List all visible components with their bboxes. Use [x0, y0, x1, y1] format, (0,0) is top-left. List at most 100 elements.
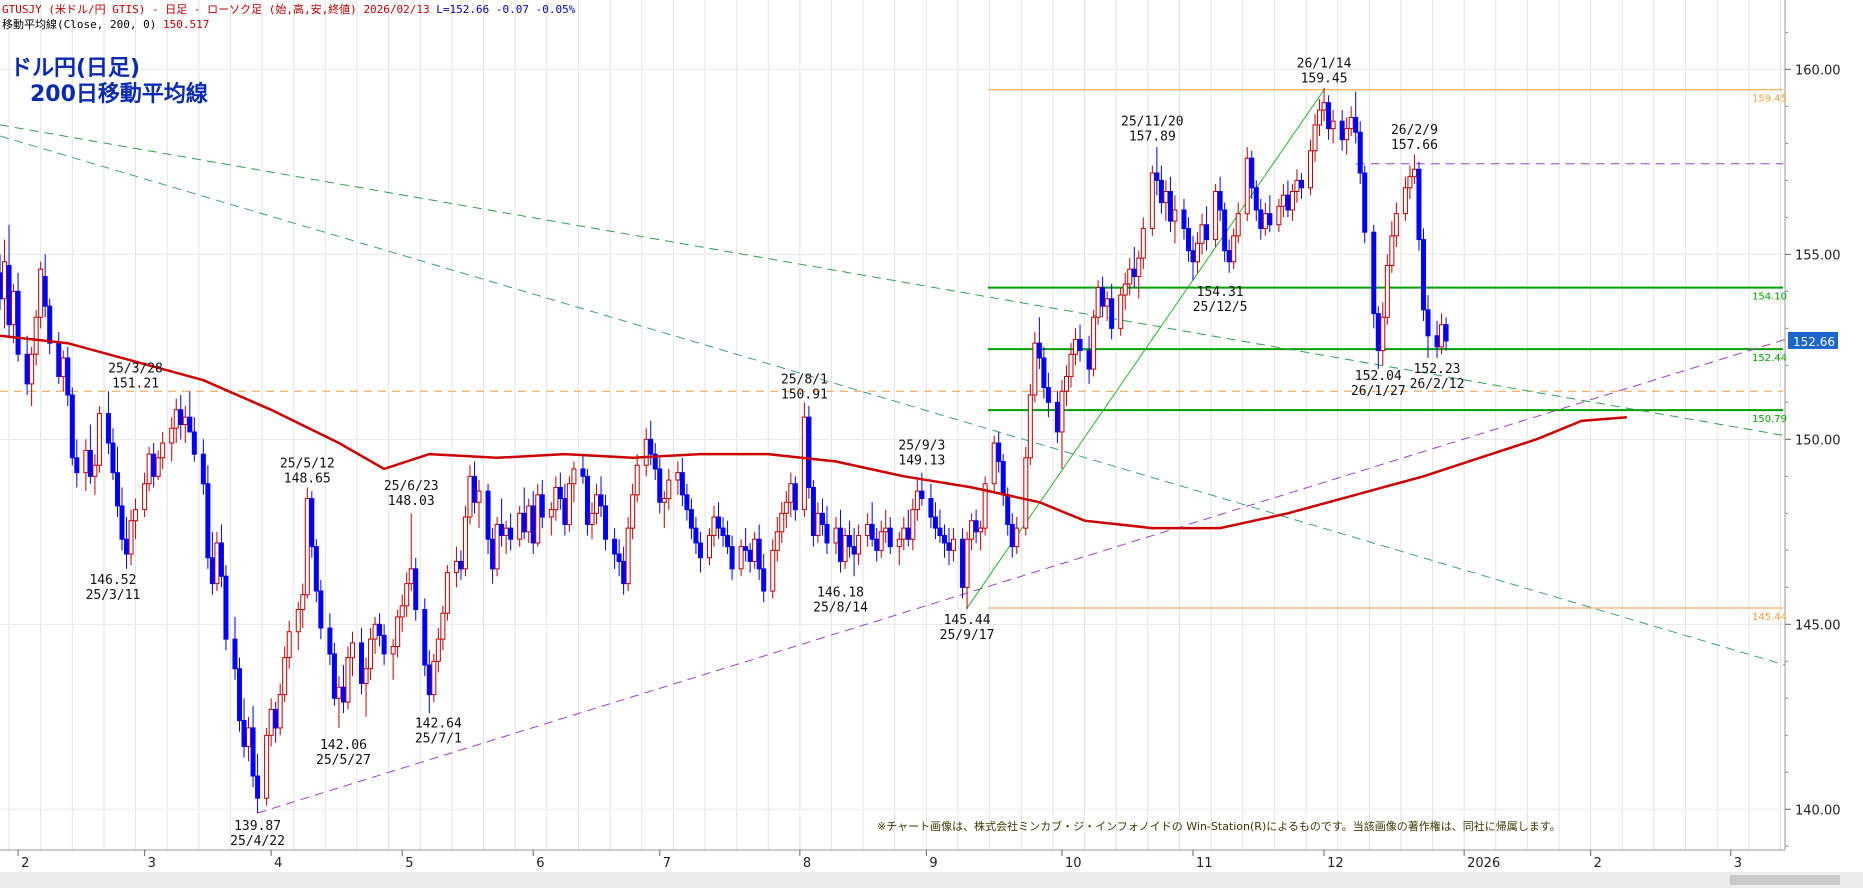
candle-body	[815, 512, 821, 537]
candle-body	[2, 261, 8, 300]
candle-body	[833, 527, 839, 544]
candle-body	[1195, 242, 1201, 263]
annotation-line2: 25/8/14	[813, 601, 868, 616]
candle-body	[264, 734, 270, 799]
candle-body	[173, 409, 179, 429]
candle-body	[223, 575, 229, 640]
ma200-layer	[0, 334, 1627, 530]
candle-body	[594, 494, 600, 514]
candle-body	[991, 442, 997, 485]
candle-body	[539, 494, 545, 518]
candle-body	[905, 527, 911, 540]
candle-body	[964, 538, 970, 588]
candle-body	[697, 542, 703, 559]
candle-body	[6, 264, 12, 326]
candle-body	[526, 505, 532, 533]
candle-body	[725, 535, 731, 548]
candle-body	[774, 531, 780, 551]
candle-body	[648, 438, 654, 455]
x-tick-label: 2	[21, 856, 29, 871]
candle-body	[630, 494, 636, 529]
candle-body	[566, 483, 572, 525]
candle-body	[29, 353, 35, 385]
candle-body	[0, 272, 3, 300]
candle-body	[214, 542, 220, 585]
candle-body	[1077, 338, 1083, 352]
level-label: 145.44	[1752, 612, 1787, 623]
candle-body	[770, 549, 776, 592]
candle-body	[38, 268, 44, 318]
candle-body	[399, 605, 405, 618]
candle-body	[74, 457, 80, 474]
annotation-line2: 25/5/27	[316, 753, 371, 768]
candle-body	[675, 472, 681, 481]
candle-body	[761, 568, 767, 592]
candle-body	[1416, 168, 1422, 241]
candle-body	[15, 290, 21, 355]
candle-body	[1009, 523, 1015, 548]
candle-body	[1411, 168, 1417, 178]
candle-body	[603, 505, 609, 540]
candle-body	[1158, 179, 1164, 204]
scrollbar-track[interactable]	[0, 872, 1863, 888]
header-quote: L=152.66 -0.07 -0.05%	[430, 3, 576, 16]
candle-body	[426, 664, 432, 696]
annotation-line1: 139.87	[234, 819, 281, 834]
candle-body	[453, 560, 459, 574]
candle-body	[657, 468, 663, 503]
candle-body	[151, 453, 157, 477]
trend-line	[0, 135, 1786, 666]
candle-body	[200, 453, 206, 485]
x-tick-label: 4	[274, 856, 282, 871]
scrollbar[interactable]	[0, 872, 1863, 888]
candle-body	[1149, 172, 1155, 229]
candle-body	[96, 412, 102, 466]
x-tick-label: 3	[1734, 856, 1742, 871]
header-ma: 移動平均線(Close, 200, 0)	[2, 17, 163, 31]
candle-body	[1014, 527, 1020, 548]
candle-body	[1317, 109, 1323, 126]
candle-body	[1280, 194, 1286, 207]
candle-body	[747, 549, 753, 562]
candle-body	[806, 416, 812, 488]
candle-body	[1249, 157, 1255, 189]
annotation-line1: 25/9/3	[898, 439, 945, 454]
scrollbar-thumb[interactable]	[1730, 875, 1840, 885]
last-price-label: 152.66	[1793, 335, 1835, 349]
candle-body	[155, 457, 161, 477]
candle-body	[1294, 179, 1300, 192]
candle-body	[819, 512, 825, 525]
candle-body	[1181, 209, 1187, 229]
candle-body	[250, 727, 256, 777]
candle-body	[982, 483, 988, 529]
candle-body	[756, 538, 762, 570]
candle-body	[584, 475, 590, 525]
candle-body	[1190, 250, 1196, 263]
annotation-line1: 152.04	[1355, 369, 1402, 384]
candle-body	[616, 553, 622, 562]
annotation-line1: 25/3/28	[108, 362, 163, 377]
annotation-line2: 148.03	[388, 494, 435, 509]
annotation-line2: 150.91	[781, 388, 828, 403]
candle-body	[246, 727, 252, 747]
last-price-box	[1788, 331, 1838, 349]
candle-body	[1086, 350, 1092, 370]
candle-body	[1393, 213, 1399, 237]
candle-body	[404, 583, 410, 607]
candle-body	[1140, 227, 1146, 259]
candle-body	[625, 527, 631, 585]
candle-body	[1407, 176, 1413, 189]
candle-body	[431, 660, 437, 696]
candle-body	[1172, 209, 1178, 222]
x-axis-ticks: 2 3 4 5 6 7 8 9 10 11 12 2026 2 3	[17, 850, 1742, 871]
annotation-line2: 157.89	[1129, 129, 1176, 144]
candle-body	[87, 449, 93, 477]
annotation-line2: 25/7/1	[415, 732, 462, 747]
annotation-line1: 25/11/20	[1121, 114, 1184, 129]
candle-body	[1095, 287, 1101, 318]
candle-body	[914, 490, 920, 511]
candle-body	[684, 494, 690, 511]
header-symbol: GTUSJY (米ドル/円 GTIS) - 日足 - ローソク足 (始,高,安,…	[2, 2, 363, 16]
candle-body	[1312, 124, 1318, 152]
